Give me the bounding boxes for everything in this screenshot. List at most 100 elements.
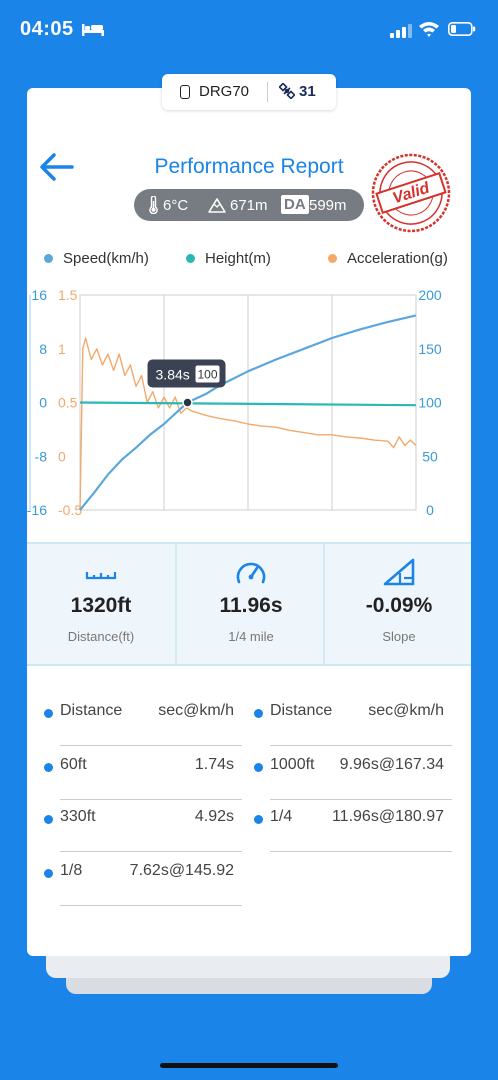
legend-acceleration-dot xyxy=(328,254,337,263)
row-result: 1.74s xyxy=(194,756,234,773)
home-indicator[interactable] xyxy=(160,1063,338,1068)
row-divider xyxy=(60,905,242,906)
speed-tick-label: 200 xyxy=(418,287,442,303)
row-result: 7.62s@145.92 xyxy=(129,862,234,879)
row-result: 11.96s@180.97 xyxy=(331,808,444,825)
height-tick-label: 8 xyxy=(39,341,47,357)
table-header: Distance sec@km/h xyxy=(44,702,242,750)
row-distance: 1000ft xyxy=(270,756,315,773)
legend-height-dot xyxy=(186,254,195,263)
height-tick-label: -16 xyxy=(27,502,47,518)
chart-marker xyxy=(182,397,193,408)
legend-speed-dot xyxy=(44,254,53,263)
acceleration-series-line xyxy=(79,337,417,511)
table-header: Distance sec@km/h xyxy=(254,702,452,750)
stat-quarter-mile-value: 11.96s xyxy=(219,594,283,617)
table-row: 1/4 11.96s@180.97 xyxy=(254,808,452,856)
row-result: 9.96s@167.34 xyxy=(339,756,444,773)
row-divider xyxy=(60,745,242,746)
stats-divider xyxy=(323,544,325,664)
row-divider xyxy=(270,799,452,800)
row-distance: 60ft xyxy=(60,756,87,773)
stat-distance: 1320ft Distance(ft) xyxy=(27,544,175,664)
accel-tick-label: 0.5 xyxy=(58,395,78,411)
stat-slope-value: -0.09% xyxy=(365,594,433,617)
speed-series-line xyxy=(79,314,417,511)
tooltip-time: 3.84s xyxy=(156,367,190,383)
stats-divider xyxy=(175,544,177,664)
device-separator xyxy=(267,82,268,102)
back-arrow-icon[interactable] xyxy=(38,152,76,182)
bullet-dot xyxy=(44,763,53,772)
temperature-value: 6°C xyxy=(163,197,189,214)
device-icon xyxy=(180,85,190,99)
tooltip-speed: 100 xyxy=(198,368,218,382)
stat-distance-value: 1320ft xyxy=(70,594,132,617)
table-row: 60ft 1.74s xyxy=(44,756,242,804)
speed-tick-label: 100 xyxy=(418,395,442,411)
bullet-dot xyxy=(44,709,53,718)
stat-quarter-mile-label: 1/4 mile xyxy=(228,629,274,644)
row-divider xyxy=(60,851,242,852)
signal-icon xyxy=(390,24,412,38)
speed-tick-label: 0 xyxy=(426,502,434,518)
altitude-value: 671m xyxy=(230,197,268,214)
device-name: DRG70 xyxy=(199,83,250,100)
stats-row: 1320ft Distance(ft) 11.96s 1/4 mile -0.0… xyxy=(27,542,471,666)
tooltip-speed-badge xyxy=(195,365,220,383)
status-time: 04:05 xyxy=(20,18,74,40)
table-row: 330ft 4.92s xyxy=(44,808,242,856)
header-sec-kmh: sec@km/h xyxy=(158,702,234,719)
bullet-dot xyxy=(254,763,263,772)
row-distance: 1/8 xyxy=(60,862,83,879)
wifi-icon xyxy=(419,22,439,37)
report-card xyxy=(27,88,471,956)
thermometer-icon xyxy=(149,196,158,214)
bullet-dot xyxy=(254,815,263,824)
stat-slope: -0.09% Slope xyxy=(325,544,473,664)
mountain-icon xyxy=(208,198,226,213)
valid-stamp: Valid xyxy=(371,153,451,233)
row-divider xyxy=(270,745,452,746)
satellite-count: 31 xyxy=(299,83,316,100)
slope-icon xyxy=(383,558,415,586)
row-divider xyxy=(270,851,452,852)
performance-chart[interactable]: 16 8 0 -8 -16 1.5 1 0.5 0 -0.5 200 150 100 50 0 3.84s 10… xyxy=(0,280,498,520)
stat-slope-label: Slope xyxy=(382,629,416,644)
accel-tick-label: 1.5 xyxy=(58,287,78,303)
header-sec-kmh: sec@km/h xyxy=(368,702,444,719)
row-distance: 330ft xyxy=(60,808,96,825)
bed-icon xyxy=(82,24,104,36)
da-badge: DA xyxy=(281,195,309,214)
legend-acceleration-label: Acceleration(g) xyxy=(347,250,448,267)
row-result: 4.92s xyxy=(194,808,234,825)
height-tick-label: 16 xyxy=(31,287,47,303)
height-tick-label: 0 xyxy=(39,395,47,411)
legend-speed-label: Speed(km/h) xyxy=(63,250,149,267)
bullet-dot xyxy=(44,869,53,878)
row-divider xyxy=(60,799,242,800)
header-distance: Distance xyxy=(60,702,123,719)
ruler-icon xyxy=(85,572,117,580)
header-distance: Distance xyxy=(270,702,333,719)
bullet-dot xyxy=(254,709,263,718)
legend-height-label: Height(m) xyxy=(205,250,271,267)
accel-tick-label: -0.5 xyxy=(58,502,82,518)
status-bar: 04:05 xyxy=(0,0,498,60)
row-distance: 1/4 xyxy=(270,808,293,825)
stat-quarter-mile: 11.96s 1/4 mile xyxy=(177,544,325,664)
bullet-dot xyxy=(44,815,53,824)
speed-tick-label: 150 xyxy=(418,341,442,357)
height-tick-label: -8 xyxy=(35,448,48,464)
accel-tick-label: 1 xyxy=(58,341,66,357)
page-title: Performance Report xyxy=(154,155,344,178)
battery-icon xyxy=(448,22,476,36)
speedometer-icon xyxy=(236,562,266,584)
density-altitude-value: 599m xyxy=(309,197,347,214)
results-table: Distance sec@km/h Distance sec@km/h 60ft… xyxy=(0,690,498,910)
speed-tick-label: 50 xyxy=(422,448,438,464)
conditions-pill: 6°C 671m DA 599m xyxy=(134,189,364,221)
table-row: 1000ft 9.96s@167.34 xyxy=(254,756,452,804)
device-tab[interactable]: DRG70 31 xyxy=(162,74,336,110)
table-row: 1/8 7.62s@145.92 xyxy=(44,862,242,910)
